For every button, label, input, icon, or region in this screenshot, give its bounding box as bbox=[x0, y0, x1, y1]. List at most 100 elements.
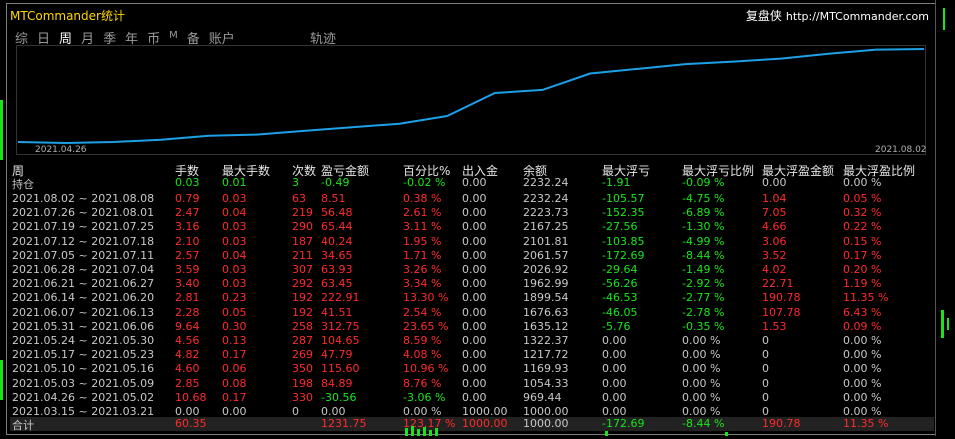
cell: 0.00 bbox=[762, 176, 787, 189]
cell: 0.00 bbox=[602, 405, 627, 418]
cell: 47.79 bbox=[321, 348, 353, 362]
cell: -0.35 % bbox=[682, 319, 725, 333]
cell: 0.00 bbox=[602, 376, 627, 390]
cell: 84.89 bbox=[321, 376, 353, 390]
table-row[interactable]: 2021.07.19 ~ 2021.07.25 3.16 0.03 290 65.44 3… bbox=[10, 220, 934, 235]
cell: 0.17 bbox=[222, 390, 247, 404]
cell: 350 bbox=[292, 362, 313, 376]
cell: 11.35 % bbox=[843, 291, 889, 305]
header-max-float-profit-pct: 最大浮盈比例 bbox=[843, 164, 916, 178]
cell: -2.77 % bbox=[682, 291, 725, 305]
cell: 13.30 % bbox=[403, 291, 449, 305]
table-row[interactable]: 2021.05.24 ~ 2021.05.30 4.56 0.13 287 104.65… bbox=[10, 334, 934, 349]
cell: 1676.63 bbox=[523, 305, 569, 319]
table-row[interactable]: 2021.06.07 ~ 2021.06.13 2.28 0.05 192 41.51 2… bbox=[10, 306, 934, 321]
cell: 0.32 % bbox=[843, 206, 882, 220]
cell: 3.06 bbox=[762, 234, 787, 248]
cell: 0.00 bbox=[222, 405, 247, 418]
cell: 0.01 bbox=[222, 176, 247, 189]
cell: -0.09 % bbox=[682, 176, 725, 189]
table-row[interactable]: 2021.03.15 ~ 2021.03.21 0.00 0.00 0 0.00 0.00… bbox=[10, 405, 934, 420]
cell: -103.85 bbox=[602, 234, 645, 248]
cell: -1.49 % bbox=[682, 263, 725, 276]
tab-8[interactable]: 备 bbox=[186, 32, 200, 47]
table-row[interactable]: 2021.07.05 ~ 2021.07.11 2.57 0.04 211 34.65 1… bbox=[10, 249, 934, 264]
table-row[interactable]: 2021.07.26 ~ 2021.08.01 2.47 0.04 219 56.48 2… bbox=[10, 206, 934, 221]
tab-3[interactable]: 月 bbox=[81, 32, 95, 47]
tab-2[interactable]: 周 bbox=[59, 32, 73, 47]
table-row[interactable]: 2021.05.31 ~ 2021.06.06 9.64 0.30 258 312.75… bbox=[10, 320, 934, 335]
cell: 2232.24 bbox=[523, 176, 569, 189]
cell: 2021.03.15 ~ 2021.03.21 bbox=[12, 405, 155, 418]
cell: -46.53 bbox=[602, 291, 638, 305]
cell: 2.47 bbox=[175, 206, 200, 220]
table-row[interactable]: 2021.07.12 ~ 2021.07.18 2.10 0.03 187 40.24 1… bbox=[10, 235, 934, 250]
cell: 56.48 bbox=[321, 206, 353, 220]
cell: 3.40 bbox=[175, 277, 200, 291]
table-row[interactable]: 2021.05.10 ~ 2021.05.16 4.60 0.06 350 115.60… bbox=[10, 362, 934, 377]
table-row[interactable]: 2021.06.14 ~ 2021.06.20 2.81 0.23 192 222.91… bbox=[10, 291, 934, 306]
cell: 6.43 % bbox=[843, 305, 882, 319]
cell: 34.65 bbox=[321, 248, 353, 262]
app-title: MTCommander统计 bbox=[10, 9, 125, 23]
cell: -172.69 bbox=[602, 248, 645, 262]
cell: 0.00 bbox=[602, 348, 627, 362]
cell: 1.04 bbox=[762, 192, 787, 205]
brand-url[interactable]: http://MTCommander.com bbox=[785, 10, 929, 23]
cell: 2021.08.02 ~ 2021.08.08 bbox=[12, 192, 155, 205]
chart-start-label: 2021.04.26 bbox=[35, 145, 87, 155]
tab-1[interactable]: 日 bbox=[37, 32, 51, 47]
cell: 0.03 bbox=[222, 192, 247, 205]
cell: 2.54 % bbox=[403, 305, 442, 319]
equity-line bbox=[17, 48, 925, 145]
tab-0[interactable]: 综 bbox=[15, 32, 29, 47]
tab-4[interactable]: 季 bbox=[103, 32, 117, 47]
title-bar: MTCommander统计 复盘侠 http://MTCommander.com bbox=[7, 4, 935, 24]
cell: 1217.72 bbox=[523, 348, 569, 362]
cell: 0.05 bbox=[222, 305, 247, 319]
cell: -30.56 bbox=[321, 390, 357, 404]
cell: 0.00 bbox=[462, 376, 487, 390]
cell: 0.79 bbox=[175, 192, 200, 205]
table-row[interactable]: 2021.06.21 ~ 2021.06.27 3.40 0.03 292 63.45 3… bbox=[10, 277, 934, 292]
cell: 2021.06.21 ~ 2021.06.27 bbox=[12, 277, 155, 291]
cell: 2021.07.19 ~ 2021.07.25 bbox=[12, 220, 155, 234]
tab-track[interactable]: 轨迹 bbox=[310, 32, 337, 47]
cell: 0.00 bbox=[462, 263, 487, 276]
cell: 1169.93 bbox=[523, 362, 569, 376]
cell: 0.00 bbox=[462, 248, 487, 262]
cell: 63.93 bbox=[321, 263, 353, 276]
cell: 0.00 bbox=[602, 362, 627, 376]
table-row[interactable]: 2021.05.17 ~ 2021.05.23 4.82 0.17 269 47.79 4… bbox=[10, 348, 934, 363]
cell: 0.03 bbox=[175, 176, 200, 189]
table-row[interactable]: 2021.04.26 ~ 2021.05.02 10.68 0.17 330 -30.5… bbox=[10, 391, 934, 406]
cell: 2101.81 bbox=[523, 234, 569, 248]
tab-9[interactable]: 账户 bbox=[208, 32, 235, 47]
cell: 0.04 bbox=[222, 206, 247, 220]
cell: 0.00 % bbox=[682, 334, 721, 347]
tab-5[interactable]: 年 bbox=[125, 32, 139, 47]
table-row[interactable]: 2021.05.03 ~ 2021.05.09 2.85 0.08 198 84.89 8… bbox=[10, 377, 934, 392]
table-row[interactable]: 2021.06.28 ~ 2021.07.04 3.59 0.03 307 63.93 3… bbox=[10, 263, 934, 278]
cell: 0.06 bbox=[222, 362, 247, 376]
table-row[interactable]: 2021.08.02 ~ 2021.08.08 0.79 0.03 63 8.51 0.3… bbox=[10, 192, 934, 207]
cell: 65.44 bbox=[321, 220, 353, 234]
stats-window: MTCommander统计 复盘侠 http://MTCommander.com … bbox=[6, 3, 936, 435]
header-pct: 百分比% bbox=[403, 164, 451, 178]
tab-6[interactable]: 币 bbox=[147, 32, 161, 47]
totals-cell: -172.69 bbox=[602, 417, 645, 430]
brand[interactable]: 复盘侠 http://MTCommander.com bbox=[746, 7, 929, 24]
cell: 290 bbox=[292, 220, 313, 234]
cell: 9.64 bbox=[175, 319, 200, 333]
cell: 0.00 bbox=[602, 390, 627, 404]
cell: 持仓 bbox=[12, 178, 34, 191]
cell: 2223.73 bbox=[523, 206, 569, 220]
tab-7[interactable]: M bbox=[169, 30, 178, 41]
totals-cell: 123.17 % bbox=[403, 417, 456, 430]
totals-cell: 1231.75 bbox=[321, 417, 367, 430]
cell: -2.78 % bbox=[682, 305, 725, 319]
header-balance: 余额 bbox=[523, 164, 548, 178]
cell: 219 bbox=[292, 206, 313, 220]
cell: 63.45 bbox=[321, 277, 353, 291]
holding-row[interactable]: 持仓 0.03 0.01 3 -0.49 -0.02 % 0.00 2232.24 -1.91 -… bbox=[10, 176, 934, 191]
